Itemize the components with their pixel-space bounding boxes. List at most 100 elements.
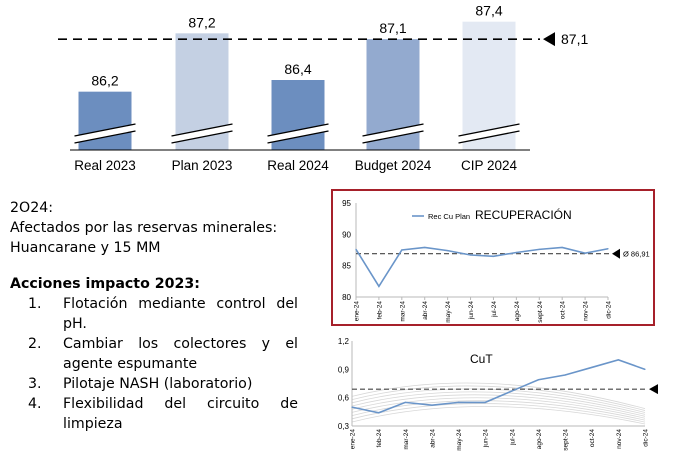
data-point: [378, 285, 380, 287]
x-tick-label: dic-24: [606, 301, 613, 319]
data-point: [515, 251, 517, 254]
x-tick-label: dic-24: [643, 429, 650, 447]
data-point: [355, 248, 357, 250]
reference-marker: [649, 384, 658, 395]
year-heading: 2O24:: [10, 200, 54, 216]
actions-list: 1. Flotación mediante control del pH. 2. C…: [10, 294, 298, 434]
chart-title: CuT: [470, 352, 493, 366]
reference-value-label: Ø 86,91: [623, 250, 650, 259]
y-tick-label: 80: [342, 293, 351, 302]
data-point: [492, 255, 495, 257]
action-item: 3. Pilotaje NASH (laboratorio): [10, 374, 298, 394]
background-texture: [351, 397, 646, 419]
data-point: [537, 379, 540, 381]
data-point: [431, 404, 433, 406]
background-texture: [351, 394, 646, 417]
axis-break-line: [171, 130, 233, 144]
series-line: [351, 359, 646, 414]
data-point: [378, 412, 380, 414]
axis-break-gap: [459, 124, 519, 143]
action-text: Pilotaje NASH (laboratorio): [63, 376, 253, 392]
x-tick-label: ago-24: [536, 429, 543, 450]
x-tick-label: oct-24: [560, 301, 567, 319]
x-tick-label: may-24: [456, 429, 463, 451]
action-item: 2. Cambiar los colectores y el agente esp…: [10, 334, 298, 374]
budget-bar-chart: 86,2 Real 2023 87,2 Plan 2023 86,4 Real 2024 8…: [58, 3, 588, 173]
data-point: [564, 374, 566, 376]
action-number: 4.: [28, 396, 42, 412]
x-tick-label: abr-24: [429, 429, 436, 448]
series-line: [355, 246, 609, 288]
background-texture: [351, 406, 646, 425]
reference-marker: [612, 248, 620, 259]
category-label: Real 2024: [267, 158, 329, 173]
action-number: 2.: [28, 336, 42, 352]
x-tick-label: abr-24: [422, 301, 429, 320]
x-tick-label: sept-24: [537, 301, 544, 323]
category-label: CIP 2024: [461, 158, 518, 173]
actions-heading: Acciones impacto 2023:: [10, 276, 200, 292]
data-point: [404, 401, 406, 403]
data-point: [511, 390, 513, 392]
data-point: [424, 246, 426, 249]
action-text: Flotación mediante control del pH.: [63, 296, 298, 332]
axis-break-line: [74, 123, 136, 137]
action-item: 4. Flexibilidad del circuito de limpieza: [10, 394, 298, 434]
x-tick-label: jul-24: [491, 301, 498, 318]
axis-break-gap: [75, 124, 135, 143]
x-tick-label: feb-24: [376, 301, 383, 320]
background-texture: [351, 385, 646, 411]
bar-value-label: 87,2: [188, 14, 215, 30]
x-tick-label: nov-24: [583, 301, 590, 321]
x-tick-label: ene-24: [350, 429, 357, 450]
x-tick-label: ago-24: [514, 301, 521, 322]
x-tick-label: feb-24: [376, 429, 383, 448]
data-point: [561, 246, 563, 249]
axis-break-line: [267, 123, 329, 137]
x-tick-label: ene-24: [354, 301, 361, 322]
x-tick-label: may-24: [445, 301, 452, 323]
action-number: 1.: [28, 296, 42, 312]
bar-value-label: 87,1: [379, 20, 406, 36]
axis-break-line: [362, 123, 424, 137]
data-point: [617, 359, 619, 361]
axis-break-gap: [172, 124, 232, 143]
x-tick-label: oct-24: [589, 429, 596, 447]
y-tick-label: 85: [342, 262, 351, 271]
y-tick-label: 0,3: [338, 422, 350, 431]
actions-text-block: 2O24: Afectados por las reservas mineral…: [10, 198, 298, 434]
x-tick-label: nov-24: [616, 429, 623, 449]
action-item: 1. Flotación mediante control del pH.: [10, 294, 298, 334]
axis-break-line: [458, 130, 520, 144]
affected-text: Afectados por las reservas minerales: Hu…: [10, 220, 278, 256]
y-tick-label: 95: [342, 199, 351, 208]
axis-break-gap: [268, 124, 328, 143]
category-label: Plan 2023: [172, 158, 233, 173]
axis-break-line: [267, 130, 329, 144]
axis-break-line: [458, 123, 520, 137]
action-number: 3.: [28, 376, 42, 392]
background-texture: [351, 403, 646, 423]
y-tick-label: 0,6: [338, 394, 350, 403]
data-point: [401, 249, 403, 251]
legend-label: Rec Cu Plan: [428, 212, 470, 221]
background-texture: [351, 391, 646, 415]
bar-value-label: 87,4: [475, 3, 502, 19]
data-point: [457, 401, 460, 403]
bar-value-label: 86,4: [284, 61, 311, 77]
data-point: [447, 250, 449, 252]
x-tick-label: mar-24: [403, 429, 410, 450]
category-label: Budget 2024: [355, 158, 432, 173]
chart-title: RECUPERACIÓN: [475, 207, 572, 222]
y-tick-label: 0,9: [338, 365, 350, 374]
bar-value-label: 86,2: [91, 73, 118, 89]
x-tick-label: jun-24: [468, 301, 475, 320]
data-point: [538, 248, 540, 250]
y-tick-label: 90: [342, 230, 351, 239]
data-point: [584, 252, 586, 254]
x-tick-label: jun-24: [483, 429, 490, 448]
data-point: [351, 406, 353, 408]
reference-value-label: 87,1: [561, 31, 588, 47]
